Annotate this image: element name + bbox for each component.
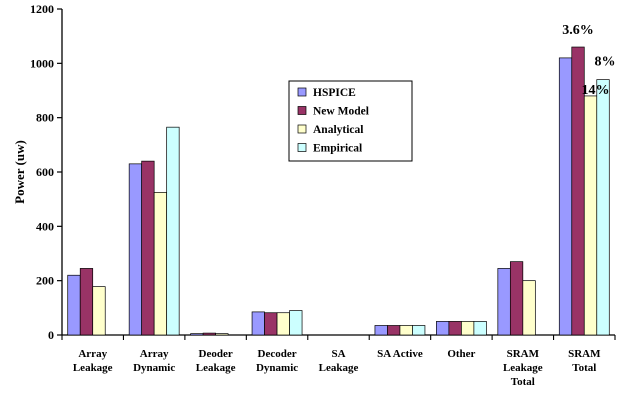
annotation: 14% bbox=[582, 83, 610, 98]
bar bbox=[67, 274, 81, 336]
x-tick-label: Leakage bbox=[196, 362, 236, 374]
bar bbox=[202, 332, 216, 336]
bars bbox=[67, 46, 610, 336]
x-tick-label: Dynamic bbox=[256, 362, 298, 374]
x-tick-label: SRAM bbox=[568, 348, 601, 360]
bar bbox=[509, 261, 524, 336]
y-tick-label: 1200 bbox=[30, 2, 54, 16]
y-tick-label: 600 bbox=[36, 165, 54, 179]
bar bbox=[251, 311, 265, 336]
x-tick-label: Total bbox=[572, 362, 596, 374]
legend-swatch bbox=[297, 143, 307, 152]
bar bbox=[153, 192, 168, 336]
bar bbox=[558, 57, 573, 336]
bar bbox=[92, 286, 106, 336]
bar bbox=[387, 325, 401, 336]
bar bbox=[166, 126, 180, 336]
bar bbox=[497, 268, 511, 336]
bar bbox=[461, 321, 475, 336]
annotations: 3.6% 14% 8% bbox=[562, 23, 615, 98]
bar bbox=[215, 333, 229, 336]
labels: 0 200 400 600 800 1000 1200 Power (uw) Array Leak… bbox=[12, 2, 601, 388]
bar bbox=[190, 333, 204, 336]
bar bbox=[141, 160, 155, 336]
x-tick-label: SA bbox=[331, 348, 345, 360]
bar bbox=[79, 268, 94, 336]
x-tick-label: Decoder bbox=[258, 348, 297, 360]
bar bbox=[289, 310, 303, 336]
x-tick-label: Leakage bbox=[319, 362, 359, 374]
legend-swatch bbox=[297, 87, 307, 97]
x-tick-label: Other bbox=[447, 348, 475, 360]
x-tick-label: Array bbox=[78, 348, 107, 360]
bar bbox=[276, 312, 290, 336]
legend-box bbox=[288, 80, 413, 162]
legend-label: HSPICE bbox=[313, 87, 356, 99]
x-tick-label: Dynamic bbox=[133, 362, 175, 374]
bar bbox=[522, 280, 536, 336]
legend-swatch bbox=[297, 106, 307, 115]
y-tick-label: 800 bbox=[36, 111, 54, 125]
y-tick-label: 200 bbox=[36, 274, 54, 288]
legend: HSPICE New Model Analytical Empirical bbox=[288, 80, 413, 162]
y-axis-title: Power (uw) bbox=[12, 140, 27, 204]
bar bbox=[128, 163, 143, 336]
legend-label: Analytical bbox=[313, 124, 363, 136]
legend-swatch bbox=[297, 124, 307, 134]
x-tick-label: Leakage bbox=[503, 362, 543, 374]
y-tick-label: 400 bbox=[36, 219, 54, 233]
x-tick-label: Array bbox=[140, 348, 169, 360]
y-tick-label: 0 bbox=[48, 328, 54, 342]
bar bbox=[448, 321, 462, 336]
bar bbox=[583, 95, 598, 336]
legend-label: Empirical bbox=[313, 143, 362, 155]
x-tick-label: SA Active bbox=[377, 348, 423, 360]
legend-label: New Model bbox=[313, 106, 369, 118]
bar bbox=[264, 312, 278, 336]
bar bbox=[596, 79, 610, 336]
bar bbox=[374, 325, 388, 336]
x-tick-label: Leakage bbox=[73, 362, 113, 374]
x-tick-label: Total bbox=[511, 376, 535, 388]
annotation: 8% bbox=[595, 55, 616, 70]
bar bbox=[412, 325, 426, 336]
annotation: 3.6% bbox=[562, 23, 594, 38]
bar bbox=[399, 325, 413, 336]
y-tick-label: 1000 bbox=[30, 56, 54, 70]
x-tick-label: Deoder bbox=[199, 348, 233, 360]
x-tick-label: SRAM bbox=[507, 348, 540, 360]
bar bbox=[436, 321, 450, 336]
bar bbox=[473, 321, 487, 336]
